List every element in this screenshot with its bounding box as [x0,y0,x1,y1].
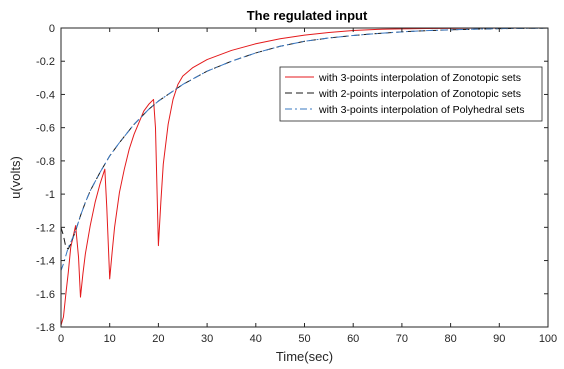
chart-title: The regulated input [247,8,368,23]
x-tick-label: 60 [347,333,359,345]
y-tick-label: 0 [49,23,55,35]
x-tick-label: 0 [58,333,64,345]
x-tick-label: 100 [539,333,557,345]
legend-label-1: with 3-points interpolation of Zonotopic… [318,72,521,84]
y-tick-label: -0.6 [36,123,55,135]
y-tick-label: -0.2 [36,56,55,68]
y-tick-label: -1.2 [36,222,55,234]
x-tick-label: 80 [444,333,456,345]
series-layer [60,27,549,326]
x-axis-label: Time(sec) [276,349,333,364]
legend-label-3: with 3-points interpolation of Polyhedra… [318,104,524,116]
x-tick-label: 50 [298,333,310,345]
y-axis-label: u(volts) [8,156,23,199]
x-tick-label: 30 [201,333,213,345]
legend-label-2: with 2-points interpolation of Zonotopic… [318,88,521,100]
series-line-1 [60,27,548,326]
x-tick-label: 40 [250,333,262,345]
x-tick-label: 20 [152,333,164,345]
legend-entries: with 3-points interpolation of Zonotopic… [285,72,524,116]
x-tick-label: 70 [396,333,408,345]
x-tick-label: 10 [104,333,116,345]
y-tick-label: -1 [45,189,55,201]
series-line-3 [60,27,549,271]
x-tick-label: 90 [493,333,505,345]
legend: with 3-points interpolation of Zonotopic… [279,66,543,122]
ticks-layer: 0 10 20 30 40 50 60 70 80 90 100 -1.8 -1.6 -1.4 -1.2 -1… [36,23,557,345]
y-tick-label: -0.8 [36,156,55,168]
y-tick-label: -1.6 [36,289,55,301]
y-tick-label: -1.8 [36,322,55,334]
y-tick-label: -1.4 [36,256,55,268]
y-tick-label: -0.4 [36,89,55,101]
legend-box [279,66,543,122]
